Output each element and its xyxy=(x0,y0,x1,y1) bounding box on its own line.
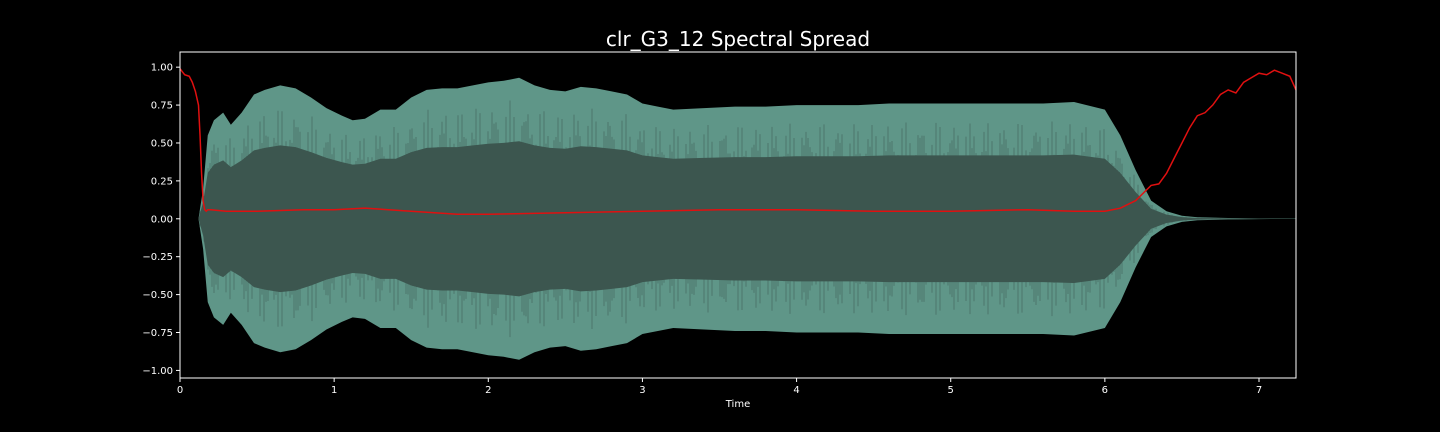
waveform-layer xyxy=(180,77,1296,360)
axes-frame xyxy=(179,51,1297,379)
x-axis: 0 1 2 3 4 5 6 7 xyxy=(177,378,1262,396)
x-tick-label: 4 xyxy=(793,385,799,396)
y-tick-label: −0.50 xyxy=(142,290,173,301)
y-tick-label: 0.25 xyxy=(151,176,173,187)
x-axis-label: Time xyxy=(725,399,750,410)
x-tick-label: 3 xyxy=(639,385,645,396)
y-tick-label: 0.75 xyxy=(151,101,173,112)
y-tick-label: −0.75 xyxy=(142,328,173,339)
waveform-core xyxy=(180,141,1296,297)
x-tick-label: 7 xyxy=(1256,385,1262,396)
x-tick-label: 5 xyxy=(948,385,954,396)
spectral-spread-line xyxy=(179,68,1297,215)
y-tick-label: 0.00 xyxy=(151,214,173,225)
y-tick-label: 0.50 xyxy=(151,138,173,149)
x-tick-label: 2 xyxy=(485,385,491,396)
y-tick-label: −1.00 xyxy=(142,366,173,377)
line-layer xyxy=(179,68,1297,215)
x-tick-label: 6 xyxy=(1102,385,1108,396)
y-tick-label: 1.00 xyxy=(151,63,173,74)
y-axis: −1.00 −0.75 −0.50 −0.25 0.00 0.25 0.50 0.75 1.00 xyxy=(142,63,180,377)
y-tick-label: −0.25 xyxy=(142,252,173,263)
chart-title: clr_G3_12 Spectral Spread xyxy=(606,27,870,51)
x-tick-label: 1 xyxy=(331,385,337,396)
plot-area xyxy=(179,51,1297,379)
x-tick-label: 0 xyxy=(177,385,183,396)
